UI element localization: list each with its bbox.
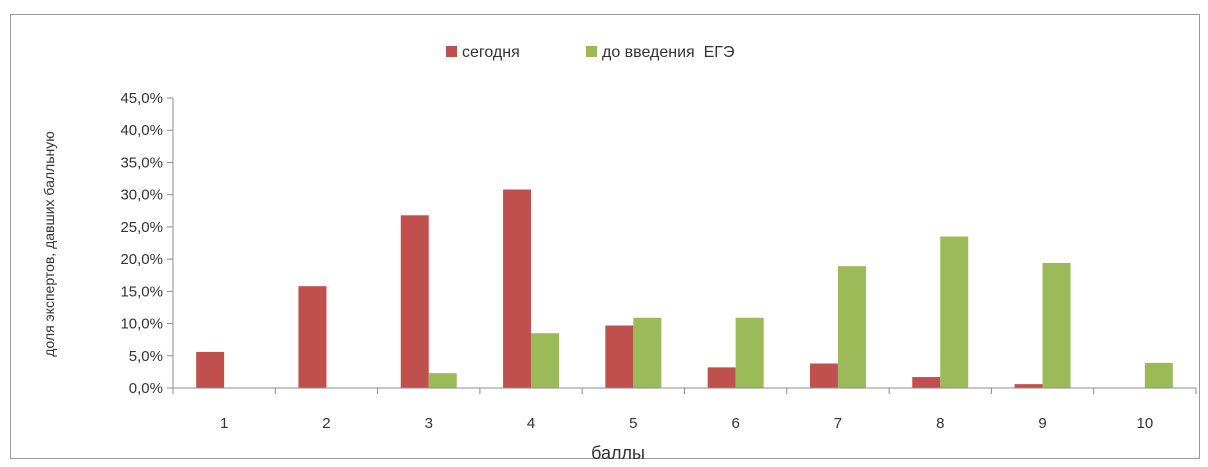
bar-today-1 [196, 351, 225, 388]
x-tick-label: 7 [834, 415, 842, 432]
x-tick-label: 6 [731, 415, 739, 432]
bar-before-ege-7 [837, 266, 866, 388]
legend-label-before-ege: до введения ЕГЭ [602, 44, 734, 61]
x-axis-title: баллы [591, 443, 645, 463]
bar-today-6 [707, 367, 736, 388]
legend-label-today: сегодня [462, 44, 520, 61]
y-tick-label: 35,0% [120, 154, 163, 171]
y-tick-label: 25,0% [120, 219, 163, 236]
legend-swatch-before-ege [586, 46, 597, 57]
axes [172, 98, 1196, 389]
x-tick-label: 4 [527, 415, 535, 432]
bar-before-ege-3 [428, 373, 457, 388]
y-tick-label: 10,0% [120, 316, 163, 333]
legend-swatch-today [446, 46, 457, 57]
y-tick-label: 0,0% [129, 380, 163, 397]
x-tick-label: 3 [425, 415, 433, 432]
x-tick-label: 1 [220, 415, 228, 432]
y-tick-label: 5,0% [129, 348, 163, 365]
bar-today-8 [912, 377, 941, 388]
y-tick-label: 15,0% [120, 283, 163, 300]
bar-today-7 [809, 363, 838, 388]
bar-before-ege-9 [1042, 262, 1071, 388]
x-tick-label: 5 [629, 415, 637, 432]
legend: сегодня до введения ЕГЭ [446, 44, 734, 61]
bar-today-5 [605, 325, 634, 388]
y-axis-title: доля экспертов, давших балльную [41, 131, 57, 357]
bar-before-ege-5 [633, 317, 662, 388]
x-tick-label: 2 [322, 415, 330, 432]
x-tick-label: 9 [1038, 415, 1046, 432]
bar-before-ege-10 [1144, 362, 1173, 388]
bar-today-2 [298, 286, 327, 388]
bar-before-ege-8 [940, 236, 969, 388]
x-axis-ticks: 1 2 3 4 5 6 7 8 9 10 [172, 388, 1197, 432]
y-tick-label: 45,0% [120, 90, 163, 107]
y-axis-ticks: 0,0% 5,0% 10,0% 15,0% 20,0% 25,0% 30,0% 35,0% 40… [120, 90, 173, 397]
y-tick-label: 40,0% [120, 122, 163, 139]
y-tick-label: 30,0% [120, 187, 163, 204]
y-tick-label: 20,0% [120, 251, 163, 268]
bars [196, 189, 1173, 388]
x-tick-label: 8 [936, 415, 944, 432]
bar-before-ege-4 [531, 333, 560, 388]
bar-today-9 [1014, 384, 1043, 388]
bar-before-ege-6 [735, 317, 764, 388]
x-tick-label: 10 [1137, 415, 1154, 432]
bar-today-4 [503, 189, 532, 388]
bar-today-3 [400, 215, 429, 388]
